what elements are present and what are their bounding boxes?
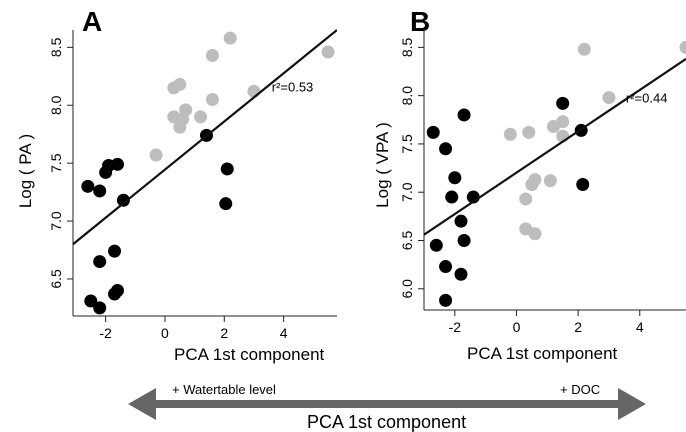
panel-a-point-dark: [110, 284, 124, 298]
panel-b-point-light: [522, 125, 536, 139]
panel-a-letter: A: [82, 6, 102, 37]
panel-b-xlabel: PCA 1st component: [467, 344, 618, 363]
panel-a-x-tick-label: 0: [161, 325, 169, 341]
panel-a-point-dark: [219, 197, 233, 211]
panel-b-point-light: [528, 227, 542, 241]
panel-b-point-light: [519, 192, 533, 206]
panel-a-ylabel: Log ( PA ): [16, 134, 35, 208]
panel-a-y-tick-label: 6.5: [48, 269, 64, 289]
panel-b-point-dark: [576, 177, 590, 191]
panel-a-point-dark: [220, 162, 234, 176]
panel-b-point-dark: [439, 293, 453, 307]
panel-a-xlabel: PCA 1st component: [174, 345, 325, 364]
panel-b-point-light: [577, 42, 591, 56]
panel-a-point-dark: [110, 157, 124, 171]
panel-a-y-tick-label: 8.5: [48, 37, 64, 57]
panel-b-x-tick-label: -2: [449, 319, 462, 335]
panel-a-regression-line: [73, 29, 337, 246]
panel-b-x-tick-label: 2: [574, 319, 582, 335]
arrow-head-right: [618, 388, 646, 420]
panel-b-point-light: [503, 127, 517, 141]
panel-a-point-dark: [84, 294, 98, 308]
panel-a-x-tick-label: -2: [99, 325, 112, 341]
panel-a-x-tick-label: 2: [220, 325, 228, 341]
pca-direction-arrow: + Watertable level + DOC PCA 1st compone…: [128, 382, 646, 432]
panel-b-point-dark: [457, 233, 471, 247]
panel-a-point-dark: [93, 301, 107, 315]
panel-b-y-tick-label: 7.0: [399, 182, 415, 202]
panel-b-point-dark: [445, 190, 459, 204]
panel-b-y-tick-label: 8.0: [399, 86, 415, 106]
panel-b: B -2 0 2 4 6.0 6.5 7.0 7.5 8.0 8.5 r²=0.44 PCA 1st…: [373, 6, 686, 363]
panel-b-point-dark: [426, 125, 440, 139]
panel-b-regression-line: [424, 58, 686, 236]
panel-b-y-tick-label: 7.5: [399, 134, 415, 154]
panel-a-marks: -2 0 2 4 6.5 7.0 7.5 8.0 8.5 r²=0.53: [48, 29, 337, 341]
panel-a-point-dark: [81, 179, 95, 193]
panel-a-point-light: [179, 103, 193, 117]
panel-b-point-light: [679, 40, 686, 54]
panel-b-r-squared-label: r²=0.44: [626, 90, 668, 105]
panel-b-point-light: [602, 91, 616, 105]
panel-a-point-dark: [116, 193, 130, 207]
panel-a-point-light: [321, 45, 335, 59]
arrow-title: PCA 1st component: [307, 412, 466, 432]
arrow-head-left: [128, 388, 156, 420]
panel-b-y-tick-label: 6.0: [399, 279, 415, 299]
panel-a-point-light: [149, 148, 163, 162]
panel-b-ylabel: Log ( VPA ): [373, 122, 392, 208]
panel-b-point-dark: [454, 267, 468, 281]
panel-a: A -2 0 2 4 6.5 7.0 7.5 8.0 8.5 r²=0.53 PCA 1st co…: [16, 6, 337, 364]
panel-a-point-light: [223, 31, 237, 45]
arrow-left-label: + Watertable level: [172, 382, 276, 397]
panel-b-y-tick-label: 8.5: [399, 37, 415, 57]
panel-b-x-tick-label: 4: [636, 319, 644, 335]
panel-a-y-tick-label: 7.5: [48, 153, 64, 173]
panel-a-point-light: [173, 120, 187, 134]
panel-a-y-tick-label: 7.0: [48, 211, 64, 231]
panel-b-x-tick-label: 0: [513, 319, 521, 335]
panel-a-point-light: [247, 84, 261, 98]
panel-b-point-dark: [439, 260, 453, 274]
panel-b-point-light: [525, 177, 539, 191]
panel-a-point-dark: [93, 255, 107, 269]
panel-a-point-light: [173, 77, 187, 91]
panel-b-point-dark: [429, 238, 443, 252]
panel-a-x-tick-label: 4: [280, 325, 288, 341]
panel-a-point-dark: [93, 184, 107, 198]
panel-a-point-dark: [108, 244, 122, 258]
panel-b-point-dark: [448, 171, 462, 185]
panel-a-y-tick-label: 8.0: [48, 95, 64, 115]
panel-b-point-dark: [556, 96, 570, 110]
panel-b-point-dark: [457, 108, 471, 122]
panel-b-point-light: [556, 115, 570, 129]
panel-b-point-dark: [454, 214, 468, 228]
panel-a-point-light: [205, 48, 219, 62]
panel-a-r-squared-label: r²=0.53: [272, 79, 314, 94]
panel-b-marks: -2 0 2 4 6.0 6.5 7.0 7.5 8.0 8.5 r²=0.44: [399, 37, 686, 335]
panel-a-point-light: [194, 110, 208, 124]
panel-a-point-light: [205, 92, 219, 106]
arrow-right-label: + DOC: [560, 382, 600, 397]
panel-b-point-dark: [439, 142, 453, 156]
panel-b-point-light: [543, 174, 557, 188]
panel-b-letter: B: [410, 6, 430, 37]
panel-b-y-tick-label: 6.5: [399, 231, 415, 251]
